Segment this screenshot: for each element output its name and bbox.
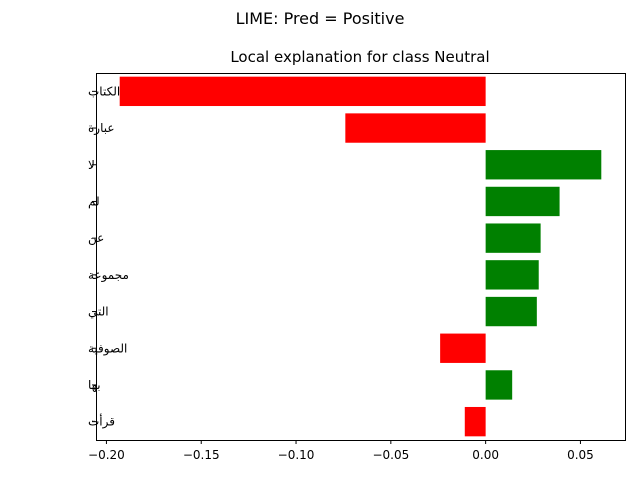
bar (119, 76, 486, 107)
axes-frame (96, 73, 626, 441)
bar (485, 260, 539, 290)
bar (485, 150, 602, 180)
bar-series (119, 76, 602, 437)
y-tick-label: لا (88, 158, 95, 172)
bar (485, 370, 513, 400)
bar (464, 406, 486, 437)
y-tick-label: الصوفية (88, 341, 127, 356)
y-tick-label: التي (88, 305, 109, 319)
y-tick-label: عبارة (88, 121, 115, 136)
x-tick-label: −0.10 (278, 448, 315, 462)
y-axis-ticks: الكتابعبارةلالمعنمجموعةالتيالصوفيةبهاقرأ… (88, 84, 129, 429)
bar (440, 333, 486, 363)
x-tick-label: −0.15 (183, 448, 220, 462)
x-tick-label: 0.00 (472, 448, 499, 462)
y-tick-label: بها (88, 378, 101, 392)
chart-title: Local explanation for class Neutral (230, 48, 489, 66)
y-tick-label: لم (88, 194, 100, 208)
y-tick-label: الكتاب (88, 84, 120, 98)
figure-suptitle: LIME: Pred = Positive (236, 9, 405, 28)
bar (345, 113, 486, 143)
x-tick-label: −0.20 (88, 448, 125, 462)
x-axis-ticks: −0.20 −0.15 −0.10 −0.05 0.00 0.05 (88, 440, 594, 462)
x-tick-label: 0.05 (567, 448, 594, 462)
x-tick-label: −0.05 (372, 448, 409, 462)
bar (485, 296, 537, 327)
y-tick-label: مجموعة (88, 268, 129, 283)
bar (485, 223, 541, 253)
y-tick-label: قرأت (88, 414, 115, 430)
bar (485, 186, 560, 217)
